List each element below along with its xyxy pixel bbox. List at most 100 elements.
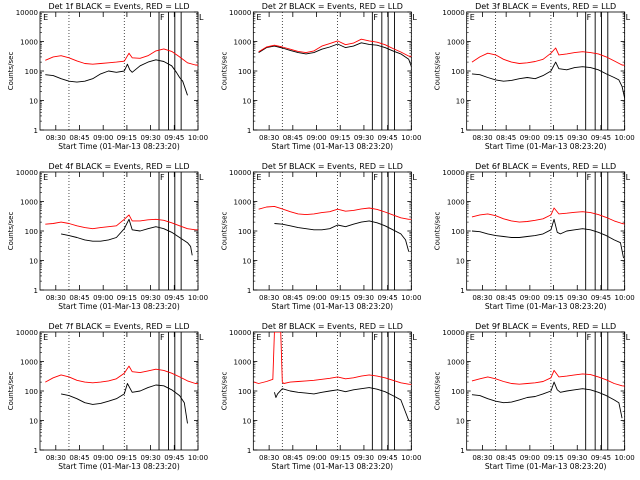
y-tick-label: 100: [451, 228, 464, 236]
corner-label: F: [160, 173, 165, 182]
y-axis-label: Counts/sec: [434, 52, 442, 91]
x-tick-label: 09:15: [543, 454, 563, 462]
x-axis-label: Start Time (01-Mar-13 08:23:20): [485, 462, 607, 471]
x-tick-label: 09:30: [141, 134, 161, 142]
x-tick-label: 09:45: [164, 294, 184, 302]
x-tick-label: 09:00: [306, 294, 326, 302]
y-axis-label: Counts/sec: [220, 372, 228, 411]
panel-title: Det 6f BLACK = Events, RED = LLD: [475, 162, 616, 171]
y-tick-label: 100: [25, 228, 38, 236]
y-tick-label: 1000: [447, 199, 465, 207]
corner-label: F: [587, 333, 592, 342]
y-tick-label: 10000: [442, 169, 464, 177]
x-tick-label: 09:45: [591, 454, 611, 462]
x-tick-label: 08:30: [259, 134, 279, 142]
y-tick-label: 10: [456, 98, 465, 106]
x-tick-label: 09:45: [378, 294, 398, 302]
x-axis-label: Start Time (01-Mar-13 08:23:20): [58, 302, 180, 311]
x-tick-label: 10:00: [188, 134, 208, 142]
x-tick-label: 09:15: [543, 134, 563, 142]
y-tick-label: 1: [460, 127, 464, 135]
corner-label: L: [626, 173, 631, 182]
x-axis-label: Start Time (01-Mar-13 08:23:20): [58, 462, 180, 471]
y-tick-label: 10: [242, 258, 251, 266]
x-tick-label: 09:15: [330, 454, 350, 462]
y-tick-label: 1000: [234, 199, 252, 207]
corner-label: E: [256, 333, 261, 342]
y-tick-label: 1000: [20, 359, 38, 367]
x-tick-label: 09:00: [93, 134, 113, 142]
x-tick-label: 09:45: [378, 134, 398, 142]
lld-series-line: [258, 205, 412, 220]
events-series-line: [471, 61, 625, 101]
panel-title: Det 4f BLACK = Events, RED = LLD: [48, 162, 189, 171]
x-tick-label: 09:15: [543, 294, 563, 302]
x-tick-label: 09:00: [306, 454, 326, 462]
lld-series-line: [471, 47, 625, 66]
y-tick-label: 1000: [20, 199, 38, 207]
x-tick-label: 08:30: [472, 294, 492, 302]
x-tick-label: 09:45: [164, 134, 184, 142]
corner-label: E: [470, 13, 475, 22]
lld-series-line: [45, 48, 198, 66]
x-tick-label: 10:00: [401, 294, 421, 302]
x-axis-label: Start Time (01-Mar-13 08:23:20): [485, 142, 607, 151]
corner-label: E: [43, 333, 48, 342]
y-axis-label: Counts/sec: [7, 52, 15, 91]
panel-title: Det 3f BLACK = Events, RED = LLD: [475, 2, 616, 11]
x-tick-label: 09:45: [164, 454, 184, 462]
x-tick-label: 09:00: [93, 454, 113, 462]
y-tick-label: 10: [242, 418, 251, 426]
corner-label: E: [470, 173, 475, 182]
y-tick-label: 1: [247, 127, 251, 135]
events-series-line: [471, 218, 625, 259]
x-tick-label: 09:15: [117, 294, 137, 302]
corner-label: E: [256, 13, 261, 22]
panel-title: Det 1f BLACK = Events, RED = LLD: [48, 2, 189, 11]
corner-label: L: [626, 13, 631, 22]
y-axis-label: Counts/sec: [434, 212, 442, 251]
x-tick-label: 09:00: [520, 134, 540, 142]
y-tick-label: 100: [238, 228, 251, 236]
y-tick-label: 10: [29, 98, 38, 106]
y-tick-label: 10000: [16, 169, 38, 177]
events-series-line: [61, 383, 188, 424]
x-tick-label: 09:45: [378, 454, 398, 462]
y-axis-label: Counts/sec: [7, 212, 15, 251]
x-tick-label: 10:00: [188, 294, 208, 302]
plot-frame: [466, 331, 626, 451]
x-axis-label: Start Time (01-Mar-13 08:23:20): [485, 302, 607, 311]
x-axis-label: Start Time (01-Mar-13 08:23:20): [272, 142, 394, 151]
y-tick-label: 1: [460, 287, 464, 295]
corner-label: F: [373, 333, 378, 342]
events-series-line: [471, 381, 623, 419]
y-tick-label: 1000: [20, 39, 38, 47]
lld-series-line: [471, 207, 625, 225]
x-tick-label: 08:45: [496, 454, 516, 462]
y-tick-label: 10000: [229, 169, 251, 177]
corner-label: F: [373, 13, 378, 22]
plot-frame: [252, 171, 412, 291]
x-tick-label: 09:15: [330, 134, 350, 142]
y-tick-label: 1: [34, 287, 38, 295]
y-tick-label: 10000: [229, 9, 251, 17]
y-tick-label: 1000: [234, 39, 252, 47]
x-tick-label: 08:45: [69, 294, 89, 302]
y-tick-label: 1000: [447, 39, 465, 47]
corner-label: F: [160, 333, 165, 342]
panel-title: Det 8f BLACK = Events, RED = LLD: [262, 322, 403, 331]
lld-series-line: [258, 38, 412, 57]
events-series-line: [61, 218, 193, 256]
x-tick-label: 08:45: [496, 294, 516, 302]
corner-label: L: [199, 333, 204, 342]
y-axis-label: Counts/sec: [434, 372, 442, 411]
x-tick-label: 09:45: [591, 134, 611, 142]
x-tick-label: 09:00: [306, 134, 326, 142]
x-tick-label: 08:45: [69, 454, 89, 462]
